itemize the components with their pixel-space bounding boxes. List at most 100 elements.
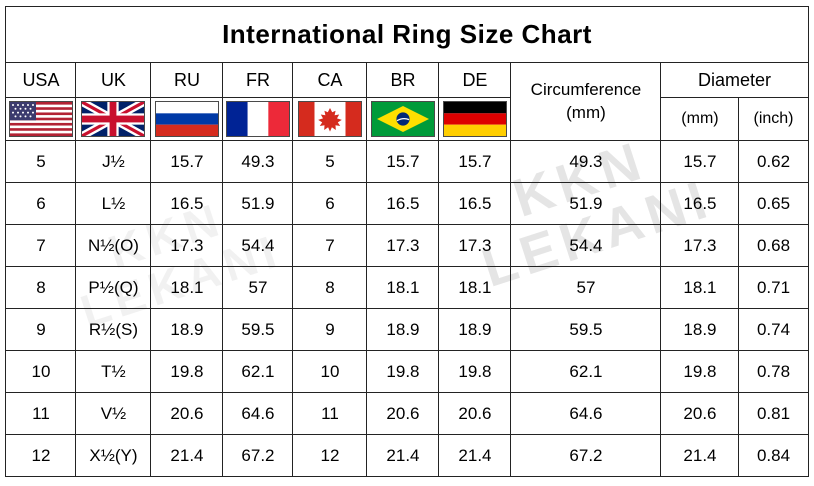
table-cell: 20.6 [438,392,512,435]
table-cell: 20.6 [366,392,440,435]
table-cell: 57 [222,266,294,309]
table-row: 9 R½(S) 18.9 59.5 9 18.9 18.9 59.5 18.9 0.74 [5,308,809,351]
table-cell: 62.1 [222,350,294,393]
table-row: 5 J½ 15.7 49.3 5 15.7 15.7 49.3 15.7 0.62 [5,140,809,183]
table-cell: 5 [292,140,368,183]
table-cell: 19.8 [366,350,440,393]
table-row: 10 T½ 19.8 62.1 10 19.8 19.8 62.1 19.8 0.78 [5,350,809,393]
table-cell: 7 [5,224,77,267]
table-cell: 64.6 [510,392,662,435]
diameter-inch-header: (inch) [738,97,809,141]
table-cell: 17.3 [366,224,440,267]
table-cell: 19.8 [438,350,512,393]
table-cell: 19.8 [150,350,224,393]
table-cell: 0.84 [738,434,809,477]
table-cell: 21.4 [366,434,440,477]
title-row: International Ring Size Chart [5,6,809,63]
table-cell: 12 [5,434,77,477]
country-header-row: USA UK RU FR CA BR DE Circumference (mm)… [5,62,809,141]
table-cell: 19.8 [660,350,740,393]
table-cell: 0.74 [738,308,809,351]
circumference-label: Circumference [530,80,642,100]
table-cell: 15.7 [438,140,512,183]
table-cell: 18.1 [438,266,512,309]
table-cell: 18.1 [150,266,224,309]
ring-size-table: International Ring Size Chart USA UK RU … [5,6,809,477]
br-flag-icon [370,101,435,137]
table-cell: 16.5 [150,182,224,225]
table-cell: 18.9 [660,308,740,351]
table-cell: 59.5 [510,308,662,351]
table-cell: 16.5 [366,182,440,225]
table-row: 8 P½(Q) 18.1 57 8 18.1 18.1 57 18.1 0.71 [5,266,809,309]
table-cell: 8 [292,266,368,309]
table-cell: 0.71 [738,266,809,309]
fr-flag-icon [225,101,290,137]
table-cell: J½ [75,140,152,183]
ca-flag-icon [297,101,362,137]
table-cell: 17.3 [150,224,224,267]
br-flag-cell [366,97,440,141]
col-header-ru: RU [150,62,224,98]
flag-row: (mm) (inch) [5,97,809,141]
table-cell: 6 [5,182,77,225]
diameter-mm-header: (mm) [660,97,740,141]
table-cell: T½ [75,350,152,393]
table-cell: 17.3 [660,224,740,267]
table-cell: P½(Q) [75,266,152,309]
table-cell: 49.3 [510,140,662,183]
table-body: 5 J½ 15.7 49.3 5 15.7 15.7 49.3 15.7 0.62 6 L½ 16.5 5… [5,140,809,477]
table-cell: 59.5 [222,308,294,351]
table-cell: 7 [292,224,368,267]
table-cell: 54.4 [222,224,294,267]
table-cell: 6 [292,182,368,225]
table-cell: 57 [510,266,662,309]
table-cell: N½(O) [75,224,152,267]
col-header-usa: USA [5,62,77,98]
table-cell: 21.4 [150,434,224,477]
table-row: 7 N½(O) 17.3 54.4 7 17.3 17.3 54.4 17.3 0.68 [5,224,809,267]
col-header-circumference: Circumference (mm) [510,62,662,141]
ru-flag-icon [154,101,219,137]
table-cell: 18.1 [660,266,740,309]
table-cell: 8 [5,266,77,309]
table-cell: 11 [5,392,77,435]
table-cell: 10 [5,350,77,393]
table-row: 6 L½ 16.5 51.9 6 16.5 16.5 51.9 16.5 0.65 [5,182,809,225]
table-cell: 15.7 [150,140,224,183]
table-cell: 21.4 [660,434,740,477]
fr-flag-cell [222,97,294,141]
table-cell: 11 [292,392,368,435]
col-header-uk: UK [75,62,152,98]
de-flag-icon [442,101,507,137]
table-cell: 20.6 [150,392,224,435]
uk-flag-cell [75,97,152,141]
table-cell: 9 [5,308,77,351]
table-cell: 67.2 [222,434,294,477]
table-cell: L½ [75,182,152,225]
table-cell: 49.3 [222,140,294,183]
col-header-de: DE [438,62,512,98]
table-cell: 21.4 [438,434,512,477]
col-header-fr: FR [222,62,294,98]
table-cell: V½ [75,392,152,435]
de-flag-cell [438,97,512,141]
col-header-diameter: Diameter [660,62,809,98]
usa-flag-cell [5,97,77,141]
ru-flag-cell [150,97,224,141]
table-cell: 51.9 [222,182,294,225]
table-cell: 0.65 [738,182,809,225]
table-cell: 10 [292,350,368,393]
table-cell: 0.62 [738,140,809,183]
usa-flag-icon [8,101,73,137]
page-title: International Ring Size Chart [5,6,809,63]
table-cell: 12 [292,434,368,477]
table-cell: 51.9 [510,182,662,225]
table-cell: 5 [5,140,77,183]
table-cell: 18.9 [438,308,512,351]
col-header-br: BR [366,62,440,98]
table-cell: 62.1 [510,350,662,393]
table-cell: 15.7 [660,140,740,183]
table-row: 12 X½(Y) 21.4 67.2 12 21.4 21.4 67.2 21.4 0.84 [5,434,809,477]
